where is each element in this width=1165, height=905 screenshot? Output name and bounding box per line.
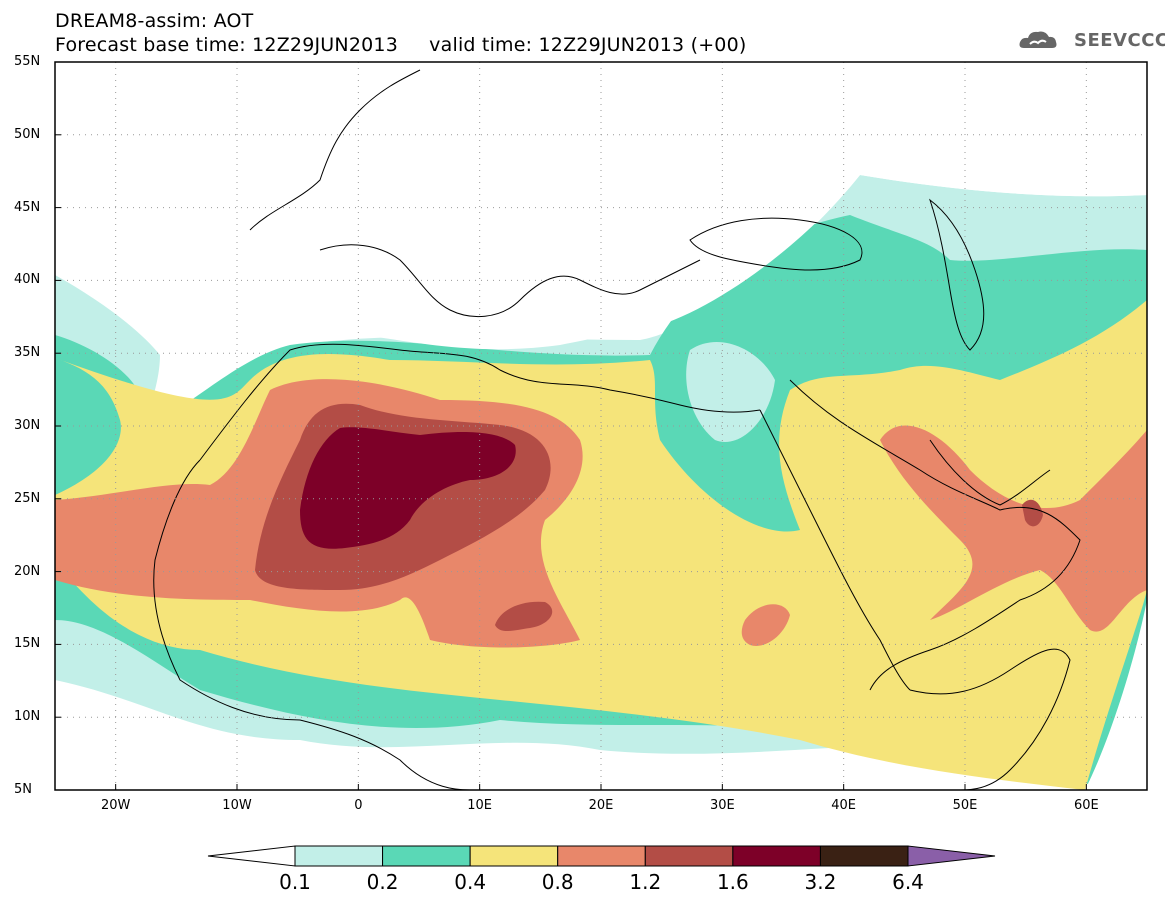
lat-label: 35N [14,345,41,361]
cloud-logo-icon [1019,31,1057,48]
aot-patch-0.8-sudan [741,604,790,646]
coastlines [153,69,1081,791]
lon-label: 60E [1073,798,1099,813]
lat-label: 25N [14,490,41,506]
colorbar-label: 1.2 [629,870,662,894]
colorbar-label: 0.8 [541,870,574,894]
colorbar-swatch [469,845,559,867]
colorbar-label: 0.4 [454,870,487,894]
lat-label: 55N [14,54,41,69]
lat-label: 5N [14,782,32,797]
title-line-1: DREAM8-assim: AOT [55,10,254,32]
coastline-red-sea [759,409,911,691]
aot-patch-1.2-chad [495,601,553,632]
colorbar-swatch [557,845,646,867]
aot-patch-1.6-oman [1022,499,1043,527]
lat-label: 30N [14,418,41,433]
coastline-west-africa [153,459,471,791]
coastline-horn-africa [909,648,1071,791]
coastline-black-sea [689,217,863,271]
coastline-north-africa [199,343,761,461]
axis-ticks [55,61,1087,791]
graticule [55,62,1147,790]
colorbar-left-arrow [207,845,296,867]
lon-label: 30E [709,798,735,813]
title-line-2: Forecast base time: 12Z29JUN2013 valid t… [55,34,747,56]
lon-label: 0 [354,798,363,813]
aot-band-1.6 [300,427,516,549]
lon-label: 20W [100,798,131,813]
colorbar-label: 3.2 [804,870,837,894]
aot-field-layers [55,175,1147,790]
colorbar-swatch [644,845,734,867]
aot-band-0.8-east [880,425,1147,632]
lon-label: 10W [222,798,252,813]
coastline-persian-gulf [929,439,1051,506]
lat-label: 40N [14,272,41,288]
colorbar-right-arrow [907,845,996,867]
lat-label: 10N [14,709,41,725]
colorbar-label: 1.6 [716,870,749,894]
coastline-caspian [929,198,985,351]
coastline-arabia [789,379,1081,691]
logo-text: SEEVCCC [1074,30,1165,51]
lat-label: 20N [14,563,41,579]
colorbar-label: 6.4 [892,870,924,894]
aot-hole-0.1 [686,341,775,442]
lon-label: 40E [831,798,857,813]
colorbar-label: 0.2 [366,870,399,894]
coastline-europe [249,69,701,318]
lat-label: 45N [14,199,41,215]
lat-label: 15N [14,636,41,652]
lon-label: 10E [467,798,493,813]
lat-label: 50N [14,126,41,142]
colorbar-label: 0.1 [279,870,311,894]
colorbar-swatch [819,845,909,867]
colorbar [207,845,996,867]
east-africa-clear [1085,600,1147,790]
lon-label: 20E [588,798,614,813]
colorbar-swatch [294,845,384,867]
colorbar-swatch [382,845,471,867]
lon-label: 50E [952,798,978,813]
colorbar-swatch [732,845,821,867]
